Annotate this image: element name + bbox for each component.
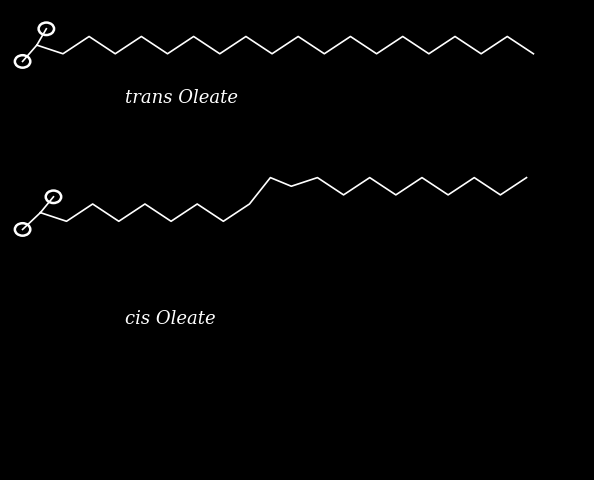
Text: trans Oleate: trans Oleate [125, 89, 238, 107]
Text: cis Oleate: cis Oleate [125, 310, 216, 328]
